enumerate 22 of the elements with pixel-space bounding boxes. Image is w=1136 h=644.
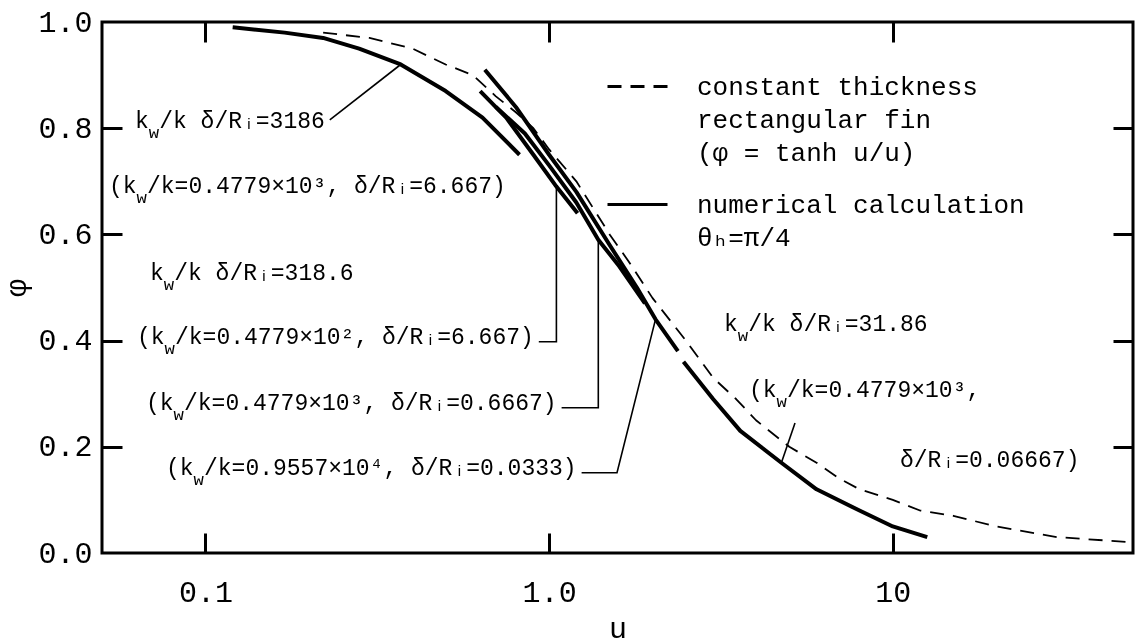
y-tick-label: 0.0 (38, 537, 93, 572)
annotation: (k$_{w}$/k=0.4779×10³, (749, 378, 981, 412)
annotation: k$_{w}$/k δ/Rᵢ=3186 (135, 109, 325, 143)
y-tick-label: 1.0 (38, 6, 93, 41)
x-axis-title: u (608, 612, 628, 644)
annotation: (k$_{w}$/k=0.9557×10⁴, δ/Rᵢ=0.0333) (166, 456, 577, 490)
y-tick-label: 0.6 (38, 218, 93, 253)
x-tick-label: 1.0 (522, 576, 577, 611)
legend-label: constant thickness rectangular fin (φ = tanh u/u) (697, 72, 978, 169)
annotation: δ/Rᵢ=0.06667) (900, 448, 1080, 474)
y-tick-label: 0.4 (38, 325, 93, 360)
x-tick-label: 0.1 (178, 576, 233, 611)
annotation: (k$_{w}$/k=0.4779×10³, δ/Rᵢ=6.667) (109, 174, 506, 208)
y-tick-label: 0.8 (38, 112, 93, 147)
legend-label: numerical calculation θₕ=π/4 (697, 190, 1025, 254)
x-tick-label: 10 (875, 576, 912, 611)
annotation: k$_{w}$/k δ/Rᵢ=318.6 (150, 261, 354, 295)
annotation: (k$_{w}$/k=0.4779×10², δ/Rᵢ=6.667) (137, 325, 534, 359)
annotation: k$_{w}$/k δ/Rᵢ=31.86 (724, 312, 928, 346)
y-tick-label: 0.2 (38, 431, 93, 466)
y-axis-title: φ (1, 278, 36, 298)
annotation: (k$_{w}$/k=0.4779×10³, δ/Rᵢ=0.6667) (146, 391, 557, 425)
